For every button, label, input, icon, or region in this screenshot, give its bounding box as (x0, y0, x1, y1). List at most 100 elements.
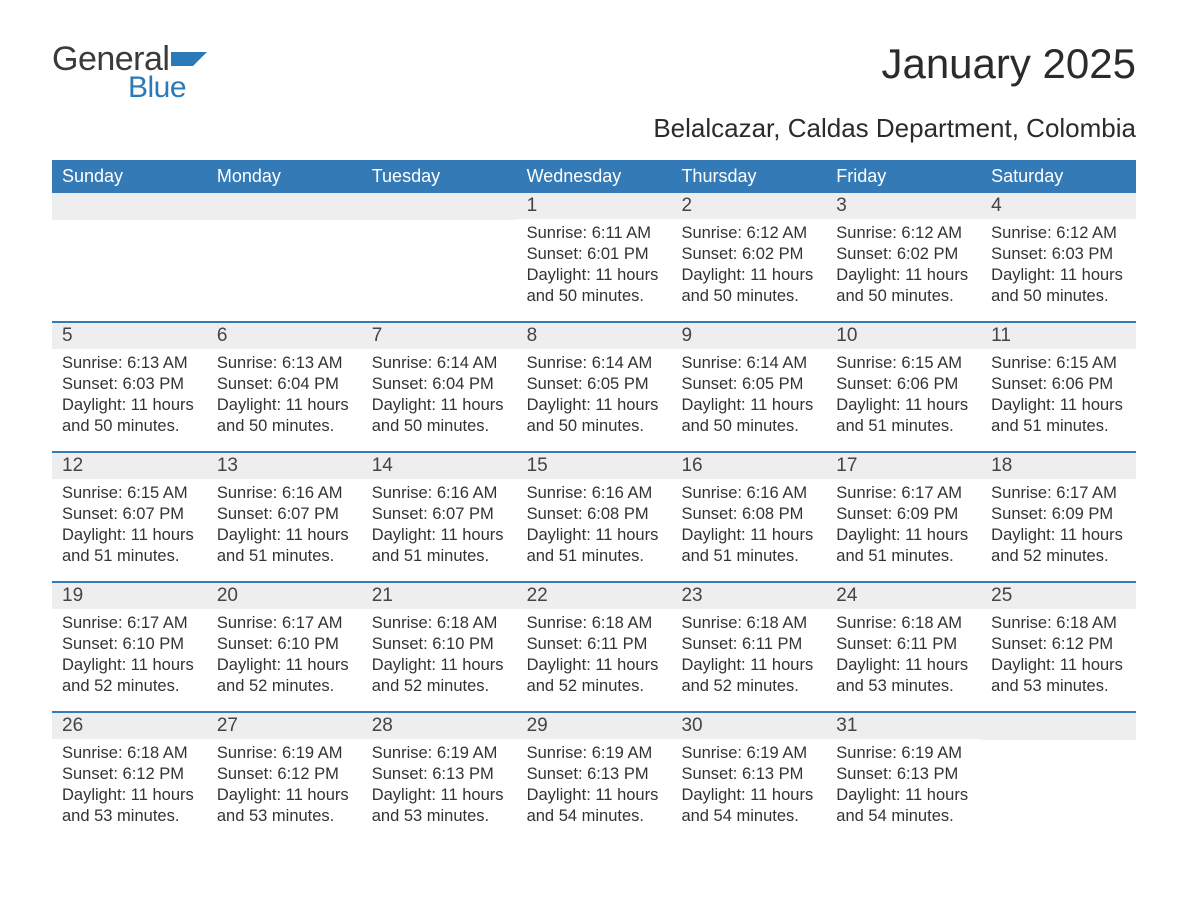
calendar-day: 27Sunrise: 6:19 AMSunset: 6:12 PMDayligh… (207, 713, 362, 841)
day-number: 14 (362, 453, 517, 479)
day-number: 5 (52, 323, 207, 349)
sunrise-text: Sunrise: 6:18 AM (372, 613, 507, 634)
daylight-text-1: Daylight: 11 hours (372, 525, 507, 546)
calendar-day: 5Sunrise: 6:13 AMSunset: 6:03 PMDaylight… (52, 323, 207, 451)
sunrise-text: Sunrise: 6:18 AM (991, 613, 1126, 634)
sunrise-text: Sunrise: 6:17 AM (217, 613, 352, 634)
daylight-text-1: Daylight: 11 hours (681, 265, 816, 286)
daylight-text-1: Daylight: 11 hours (62, 785, 197, 806)
dow-wednesday: Wednesday (517, 160, 672, 193)
day-details: Sunrise: 6:18 AMSunset: 6:11 PMDaylight:… (826, 609, 981, 707)
daylight-text-2: and 51 minutes. (681, 546, 816, 567)
day-number: 22 (517, 583, 672, 609)
day-details (362, 220, 517, 320)
calendar-day: 20Sunrise: 6:17 AMSunset: 6:10 PMDayligh… (207, 583, 362, 711)
sunrise-text: Sunrise: 6:15 AM (836, 353, 971, 374)
sunset-text: Sunset: 6:02 PM (681, 244, 816, 265)
sunrise-text: Sunrise: 6:19 AM (527, 743, 662, 764)
day-details: Sunrise: 6:16 AMSunset: 6:07 PMDaylight:… (207, 479, 362, 577)
sunset-text: Sunset: 6:04 PM (372, 374, 507, 395)
daylight-text-2: and 51 minutes. (217, 546, 352, 567)
calendar-day (362, 193, 517, 321)
daylight-text-1: Daylight: 11 hours (836, 265, 971, 286)
daylight-text-1: Daylight: 11 hours (62, 525, 197, 546)
sunset-text: Sunset: 6:05 PM (681, 374, 816, 395)
daylight-text-2: and 54 minutes. (527, 806, 662, 827)
sunset-text: Sunset: 6:10 PM (62, 634, 197, 655)
sunset-text: Sunset: 6:13 PM (372, 764, 507, 785)
sunrise-text: Sunrise: 6:14 AM (681, 353, 816, 374)
sunset-text: Sunset: 6:11 PM (527, 634, 662, 655)
day-details: Sunrise: 6:19 AMSunset: 6:12 PMDaylight:… (207, 739, 362, 837)
sunrise-text: Sunrise: 6:16 AM (527, 483, 662, 504)
calendar-day: 19Sunrise: 6:17 AMSunset: 6:10 PMDayligh… (52, 583, 207, 711)
daylight-text-2: and 51 minutes. (991, 416, 1126, 437)
calendar-week: 26Sunrise: 6:18 AMSunset: 6:12 PMDayligh… (52, 711, 1136, 841)
daylight-text-1: Daylight: 11 hours (836, 785, 971, 806)
day-details: Sunrise: 6:18 AMSunset: 6:12 PMDaylight:… (52, 739, 207, 837)
day-number: 18 (981, 453, 1136, 479)
daylight-text-1: Daylight: 11 hours (836, 525, 971, 546)
day-details: Sunrise: 6:18 AMSunset: 6:11 PMDaylight:… (671, 609, 826, 707)
header: General Blue January 2025 (52, 40, 1136, 105)
day-details: Sunrise: 6:18 AMSunset: 6:12 PMDaylight:… (981, 609, 1136, 707)
calendar-day: 4Sunrise: 6:12 AMSunset: 6:03 PMDaylight… (981, 193, 1136, 321)
day-number: 30 (671, 713, 826, 739)
daylight-text-2: and 51 minutes. (372, 546, 507, 567)
day-number: 28 (362, 713, 517, 739)
calendar-day: 22Sunrise: 6:18 AMSunset: 6:11 PMDayligh… (517, 583, 672, 711)
day-number (52, 193, 207, 220)
daylight-text-1: Daylight: 11 hours (836, 395, 971, 416)
daylight-text-1: Daylight: 11 hours (527, 265, 662, 286)
sunrise-text: Sunrise: 6:16 AM (681, 483, 816, 504)
daylight-text-1: Daylight: 11 hours (372, 785, 507, 806)
sunset-text: Sunset: 6:13 PM (681, 764, 816, 785)
daylight-text-1: Daylight: 11 hours (681, 785, 816, 806)
daylight-text-1: Daylight: 11 hours (217, 785, 352, 806)
day-number (207, 193, 362, 220)
day-details: Sunrise: 6:14 AMSunset: 6:05 PMDaylight:… (671, 349, 826, 447)
sunset-text: Sunset: 6:11 PM (681, 634, 816, 655)
daylight-text-2: and 50 minutes. (217, 416, 352, 437)
sunset-text: Sunset: 6:06 PM (836, 374, 971, 395)
sunrise-text: Sunrise: 6:15 AM (62, 483, 197, 504)
day-number: 25 (981, 583, 1136, 609)
page-title: January 2025 (881, 40, 1136, 88)
sunset-text: Sunset: 6:12 PM (217, 764, 352, 785)
daylight-text-1: Daylight: 11 hours (217, 655, 352, 676)
sunset-text: Sunset: 6:02 PM (836, 244, 971, 265)
sunset-text: Sunset: 6:01 PM (527, 244, 662, 265)
day-details (981, 740, 1136, 840)
day-details: Sunrise: 6:16 AMSunset: 6:07 PMDaylight:… (362, 479, 517, 577)
daylight-text-2: and 50 minutes. (62, 416, 197, 437)
dow-thursday: Thursday (671, 160, 826, 193)
calendar-day: 12Sunrise: 6:15 AMSunset: 6:07 PMDayligh… (52, 453, 207, 581)
day-number: 1 (517, 193, 672, 219)
day-number: 6 (207, 323, 362, 349)
day-details: Sunrise: 6:15 AMSunset: 6:06 PMDaylight:… (981, 349, 1136, 447)
sunrise-text: Sunrise: 6:18 AM (62, 743, 197, 764)
daylight-text-1: Daylight: 11 hours (62, 655, 197, 676)
calendar-day: 26Sunrise: 6:18 AMSunset: 6:12 PMDayligh… (52, 713, 207, 841)
calendar-week: 12Sunrise: 6:15 AMSunset: 6:07 PMDayligh… (52, 451, 1136, 581)
dow-tuesday: Tuesday (362, 160, 517, 193)
daylight-text-2: and 50 minutes. (681, 286, 816, 307)
day-details: Sunrise: 6:12 AMSunset: 6:02 PMDaylight:… (671, 219, 826, 317)
day-of-week-header: Sunday Monday Tuesday Wednesday Thursday… (52, 160, 1136, 193)
day-details: Sunrise: 6:11 AMSunset: 6:01 PMDaylight:… (517, 219, 672, 317)
day-number: 21 (362, 583, 517, 609)
daylight-text-1: Daylight: 11 hours (217, 395, 352, 416)
logo-text-blue: Blue (128, 71, 186, 105)
daylight-text-2: and 50 minutes. (681, 416, 816, 437)
dow-monday: Monday (207, 160, 362, 193)
daylight-text-2: and 50 minutes. (372, 416, 507, 437)
daylight-text-2: and 50 minutes. (527, 286, 662, 307)
daylight-text-1: Daylight: 11 hours (527, 525, 662, 546)
daylight-text-2: and 52 minutes. (372, 676, 507, 697)
daylight-text-2: and 53 minutes. (217, 806, 352, 827)
sunrise-text: Sunrise: 6:16 AM (372, 483, 507, 504)
location-subtitle: Belalcazar, Caldas Department, Colombia (52, 113, 1136, 144)
day-details: Sunrise: 6:13 AMSunset: 6:03 PMDaylight:… (52, 349, 207, 447)
day-details: Sunrise: 6:17 AMSunset: 6:10 PMDaylight:… (52, 609, 207, 707)
daylight-text-1: Daylight: 11 hours (372, 655, 507, 676)
